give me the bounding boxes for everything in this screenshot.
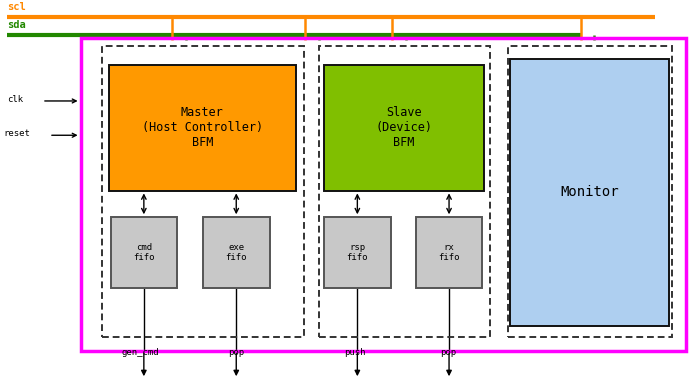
Bar (108, 65, 296, 190)
Text: Master
(Host Controller)
BFM: Master (Host Controller) BFM (141, 106, 263, 149)
Text: Slave
(Device)
BFM: Slave (Device) BFM (375, 106, 433, 149)
Text: rx
fifo: rx fifo (438, 243, 460, 262)
Bar (318, 46, 490, 337)
Text: sda: sda (7, 21, 26, 30)
Text: pop: pop (440, 348, 456, 357)
Bar (80, 38, 686, 351)
Text: gen_cmd: gen_cmd (121, 348, 159, 357)
Bar (416, 217, 482, 288)
Bar (324, 217, 391, 288)
Text: Monitor: Monitor (560, 186, 619, 199)
Text: pop: pop (228, 348, 244, 357)
Bar (324, 65, 484, 190)
Text: reset: reset (4, 129, 30, 138)
Bar (203, 217, 270, 288)
Text: clk: clk (7, 94, 23, 104)
Bar (508, 46, 672, 337)
Text: exe
fifo: exe fifo (225, 243, 247, 262)
Text: cmd
fifo: cmd fifo (133, 243, 155, 262)
Bar (111, 217, 177, 288)
Bar (102, 46, 304, 337)
Text: push: push (344, 348, 365, 357)
Bar (510, 59, 669, 326)
Text: rsp
fifo: rsp fifo (346, 243, 368, 262)
Text: scl: scl (7, 2, 26, 12)
